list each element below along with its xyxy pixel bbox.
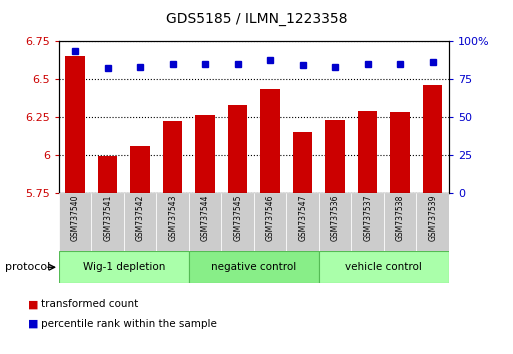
Bar [124,193,156,251]
Text: GSM737543: GSM737543 [168,195,177,241]
Text: GSM737542: GSM737542 [136,195,145,241]
Text: GSM737539: GSM737539 [428,195,437,241]
Bar [417,193,449,251]
Bar [358,111,378,193]
Text: ■: ■ [28,299,38,309]
Bar [66,56,85,193]
Text: GSM737545: GSM737545 [233,195,242,241]
Bar [98,156,117,193]
Text: Wig-1 depletion: Wig-1 depletion [83,262,165,272]
Bar [163,121,183,193]
Bar [59,193,91,251]
Bar [423,85,442,193]
Text: GSM737541: GSM737541 [103,195,112,241]
Text: GSM737546: GSM737546 [266,195,274,241]
Text: GDS5185 / ILMN_1223358: GDS5185 / ILMN_1223358 [166,12,347,27]
Text: vehicle control: vehicle control [345,262,422,272]
Text: GSM737537: GSM737537 [363,195,372,241]
Bar [390,112,410,193]
Text: GSM737536: GSM737536 [331,195,340,241]
Text: negative control: negative control [211,262,297,272]
Bar [189,193,222,251]
Text: GSM737540: GSM737540 [71,195,80,241]
Text: ■: ■ [28,319,38,329]
Bar [351,193,384,251]
Bar [91,193,124,251]
Bar [286,193,319,251]
Bar [156,193,189,251]
Bar [384,193,417,251]
Bar [195,115,215,193]
Bar [130,146,150,193]
Bar [319,193,351,251]
Bar [261,90,280,193]
Bar [254,193,286,251]
Text: GSM737544: GSM737544 [201,195,210,241]
Bar [59,251,189,283]
Bar [319,251,449,283]
Text: GSM737547: GSM737547 [298,195,307,241]
Bar [293,132,312,193]
Text: GSM737538: GSM737538 [396,195,405,241]
Bar [228,105,247,193]
Bar [189,251,319,283]
Text: transformed count: transformed count [41,299,139,309]
Bar [222,193,254,251]
Text: protocol: protocol [5,262,50,272]
Text: percentile rank within the sample: percentile rank within the sample [41,319,217,329]
Bar [325,120,345,193]
